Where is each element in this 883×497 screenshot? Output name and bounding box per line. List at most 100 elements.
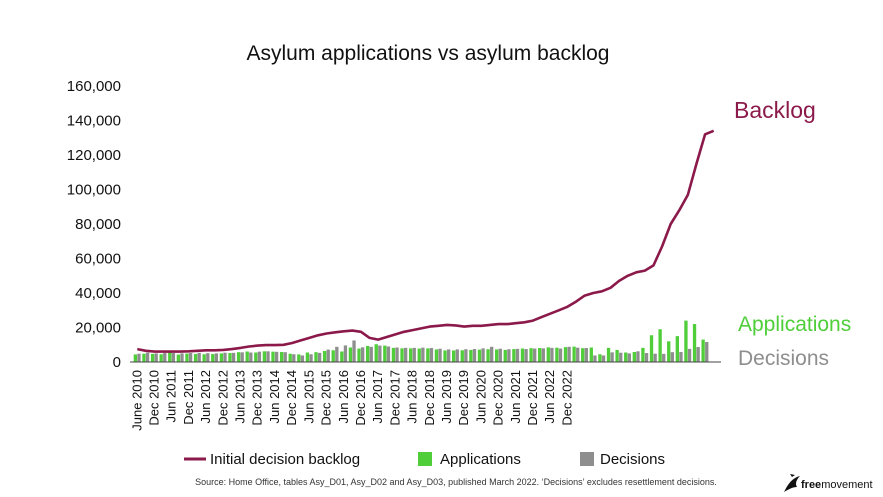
bar-decisions (214, 353, 219, 363)
brand-movement: movement (821, 479, 872, 491)
x-tick-label: Jun 2011 (164, 370, 179, 423)
bar-decisions (610, 352, 614, 362)
y-tick-label: 100,000 (67, 182, 121, 199)
y-axis: 0 20,000 40,000 60,000 80,000 100,000 120,000 1… (67, 78, 121, 371)
bar-decisions (687, 348, 692, 362)
bird-logo-icon (784, 474, 800, 492)
x-tick-label: Jun 2012 (198, 370, 213, 424)
source-note: Source: Home Office, tables Asy_D01, Asy… (195, 477, 717, 487)
bar-decisions (679, 352, 683, 362)
bar-applications (452, 350, 456, 362)
bar-decisions (670, 352, 674, 362)
bar-applications (142, 353, 146, 362)
bar-applications (245, 351, 249, 362)
bar-decisions (429, 348, 434, 362)
x-tick-label: Dec 2017 (387, 370, 402, 426)
x-tick-label: Jun 2017 (370, 370, 385, 424)
bar-applications (460, 350, 464, 362)
bar-applications (348, 347, 353, 362)
bar-applications (417, 348, 421, 362)
legend: Initial decision backlog Applications De… (184, 451, 665, 468)
bar-applications (649, 335, 654, 362)
bar-applications (434, 349, 439, 362)
bar-applications (374, 344, 378, 362)
bar-decisions (274, 351, 279, 362)
bar-applications (408, 348, 413, 362)
x-tick-label: Jun 2021 (508, 370, 523, 424)
x-tick-label: Dec 2013 (250, 370, 265, 426)
bar-decisions (498, 348, 502, 362)
bar-applications (589, 347, 593, 362)
bar-applications (529, 348, 533, 362)
bar-decisions (644, 353, 649, 362)
bar-applications (598, 354, 602, 362)
bar-applications (572, 346, 576, 362)
bar-applications (357, 348, 361, 362)
bar-applications (684, 320, 688, 362)
bar-applications (322, 350, 327, 362)
bar-applications (538, 348, 542, 362)
bar-applications (641, 347, 645, 362)
legend-label-backlog: Initial decision backlog (210, 451, 360, 468)
bar-applications (546, 347, 550, 362)
bar-applications (150, 353, 155, 362)
bar-applications (701, 339, 705, 362)
bar-decisions (481, 348, 485, 362)
bar-applications (658, 329, 662, 362)
bar-decisions (283, 352, 287, 362)
bar-applications (486, 349, 490, 362)
bar-decisions (472, 349, 477, 362)
bar-decisions (360, 347, 365, 362)
annotation-decisions: Decisions (738, 347, 829, 370)
bar-applications (426, 348, 430, 362)
bar-decisions (206, 353, 210, 362)
bar-decisions (395, 347, 399, 362)
bar-decisions (240, 352, 244, 362)
bar-applications (675, 336, 679, 363)
bar-applications (512, 349, 516, 362)
bar-decisions (627, 353, 631, 363)
x-tick-label: Jun 2014 (267, 370, 282, 424)
bar-applications (168, 352, 172, 362)
bar-applications (193, 354, 198, 362)
bar-layer (133, 320, 709, 363)
bar-decisions (533, 348, 537, 362)
x-tick-label: Dec 2015 (319, 370, 334, 426)
chart-title: Asylum applications vs asylum backlog (247, 42, 610, 65)
bar-decisions (326, 349, 330, 362)
bar-decisions (369, 346, 373, 362)
bar-decisions (352, 340, 356, 362)
bar-applications (228, 353, 232, 362)
bar-decisions (636, 351, 640, 362)
bar-decisions (662, 353, 666, 362)
x-tick-label: Dec 2016 (353, 370, 368, 426)
bar-applications (503, 349, 507, 362)
bar-applications (219, 353, 224, 363)
bar-decisions (300, 355, 305, 362)
bar-decisions (584, 348, 588, 362)
bar-decisions (515, 348, 520, 362)
x-tick-label: Dec 2018 (422, 370, 437, 426)
bar-applications (159, 354, 163, 362)
bar-decisions (180, 353, 184, 363)
x-tick-label: Jun 2015 (301, 370, 316, 424)
annotation-applications: Applications (738, 313, 851, 336)
x-tick-label: Jun 2022 (542, 370, 557, 424)
bar-decisions (197, 352, 201, 362)
x-tick-label: Jun 2016 (336, 370, 351, 424)
bar-decisions (386, 346, 391, 362)
legend-swatch-applications (418, 452, 432, 466)
legend-label-applications: Applications (440, 451, 521, 468)
bar-applications (211, 354, 215, 362)
bar-applications (340, 351, 344, 362)
y-tick-label: 40,000 (75, 285, 121, 302)
bar-applications (520, 348, 525, 362)
bar-decisions (447, 349, 451, 362)
bar-decisions (266, 351, 270, 362)
y-tick-label: 0 (113, 354, 121, 371)
bar-applications (202, 354, 206, 362)
bar-applications (624, 352, 628, 362)
bar-applications (391, 347, 396, 362)
bar-applications (297, 354, 301, 362)
